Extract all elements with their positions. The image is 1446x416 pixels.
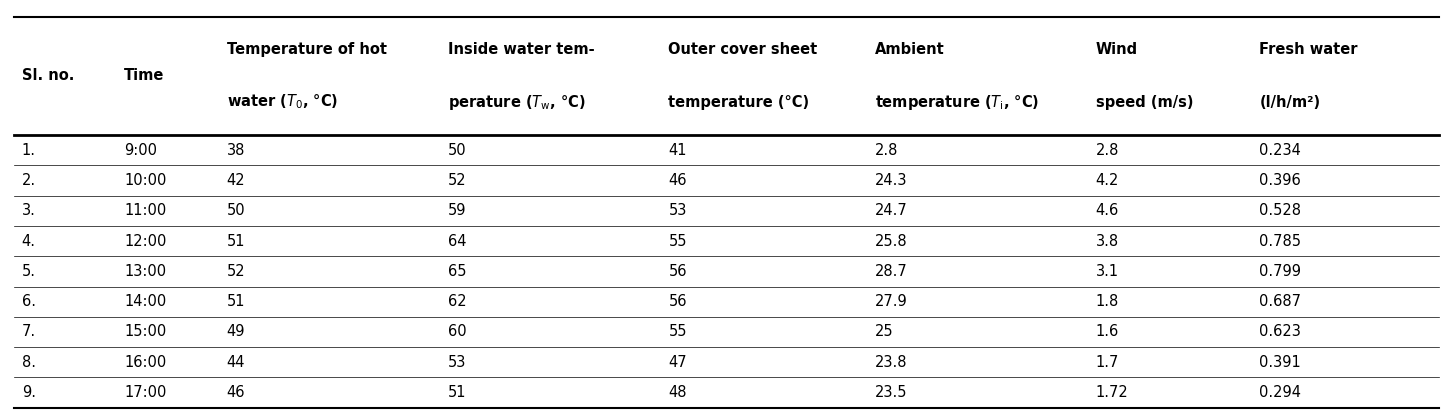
Text: 0.528: 0.528 bbox=[1259, 203, 1301, 218]
Text: 24.7: 24.7 bbox=[875, 203, 908, 218]
Text: water ($\mathit{T}_{0}$, °C): water ($\mathit{T}_{0}$, °C) bbox=[227, 93, 338, 111]
Text: temperature (°C): temperature (°C) bbox=[668, 94, 810, 109]
Text: Outer cover sheet: Outer cover sheet bbox=[668, 42, 817, 57]
Text: 1.7: 1.7 bbox=[1096, 355, 1119, 370]
Text: 41: 41 bbox=[668, 143, 687, 158]
Text: 12:00: 12:00 bbox=[124, 234, 166, 249]
Text: 10:00: 10:00 bbox=[124, 173, 166, 188]
Text: 55: 55 bbox=[668, 324, 687, 339]
Text: 16:00: 16:00 bbox=[124, 355, 166, 370]
Text: 44: 44 bbox=[227, 355, 246, 370]
Text: 4.: 4. bbox=[22, 234, 36, 249]
Text: 0.396: 0.396 bbox=[1259, 173, 1301, 188]
Text: speed (m/s): speed (m/s) bbox=[1096, 94, 1193, 109]
Text: 46: 46 bbox=[227, 385, 246, 400]
Text: 17:00: 17:00 bbox=[124, 385, 166, 400]
Text: 53: 53 bbox=[448, 355, 466, 370]
Text: Ambient: Ambient bbox=[875, 42, 944, 57]
Text: 1.6: 1.6 bbox=[1096, 324, 1119, 339]
Text: 0.234: 0.234 bbox=[1259, 143, 1301, 158]
Text: 3.: 3. bbox=[22, 203, 36, 218]
Text: 15:00: 15:00 bbox=[124, 324, 166, 339]
Text: Time: Time bbox=[124, 68, 165, 84]
Text: 0.785: 0.785 bbox=[1259, 234, 1301, 249]
Text: 25.8: 25.8 bbox=[875, 234, 908, 249]
Text: 56: 56 bbox=[668, 264, 687, 279]
Text: 60: 60 bbox=[448, 324, 466, 339]
Text: 0.391: 0.391 bbox=[1259, 355, 1301, 370]
Text: (l/h/m²): (l/h/m²) bbox=[1259, 94, 1320, 109]
Text: 11:00: 11:00 bbox=[124, 203, 166, 218]
Text: 23.5: 23.5 bbox=[875, 385, 907, 400]
Text: 50: 50 bbox=[448, 143, 466, 158]
Text: 55: 55 bbox=[668, 234, 687, 249]
Text: 62: 62 bbox=[448, 294, 466, 309]
Text: Temperature of hot: Temperature of hot bbox=[227, 42, 386, 57]
Text: temperature ($\mathit{T}_{\rm i}$, °C): temperature ($\mathit{T}_{\rm i}$, °C) bbox=[875, 92, 1040, 111]
Text: 9.: 9. bbox=[22, 385, 36, 400]
Text: 3.1: 3.1 bbox=[1096, 264, 1119, 279]
Text: 42: 42 bbox=[227, 173, 246, 188]
Text: 51: 51 bbox=[227, 234, 246, 249]
Text: 52: 52 bbox=[227, 264, 246, 279]
Text: Wind: Wind bbox=[1096, 42, 1138, 57]
Text: Sl. no.: Sl. no. bbox=[22, 68, 74, 84]
Text: 1.: 1. bbox=[22, 143, 36, 158]
Text: 23.8: 23.8 bbox=[875, 355, 907, 370]
Text: 65: 65 bbox=[448, 264, 466, 279]
Text: 27.9: 27.9 bbox=[875, 294, 908, 309]
Text: 51: 51 bbox=[227, 294, 246, 309]
Text: 59: 59 bbox=[448, 203, 466, 218]
Text: 46: 46 bbox=[668, 173, 687, 188]
Text: 47: 47 bbox=[668, 355, 687, 370]
Text: 2.: 2. bbox=[22, 173, 36, 188]
Text: 14:00: 14:00 bbox=[124, 294, 166, 309]
Text: 2.8: 2.8 bbox=[1096, 143, 1119, 158]
Text: 53: 53 bbox=[668, 203, 687, 218]
Text: 13:00: 13:00 bbox=[124, 264, 166, 279]
Text: 24.3: 24.3 bbox=[875, 173, 907, 188]
Text: 4.6: 4.6 bbox=[1096, 203, 1119, 218]
Text: Fresh water: Fresh water bbox=[1259, 42, 1358, 57]
Text: 38: 38 bbox=[227, 143, 246, 158]
Text: 48: 48 bbox=[668, 385, 687, 400]
Text: 7.: 7. bbox=[22, 324, 36, 339]
Text: 0.294: 0.294 bbox=[1259, 385, 1301, 400]
Text: 0.623: 0.623 bbox=[1259, 324, 1301, 339]
Text: 9:00: 9:00 bbox=[124, 143, 158, 158]
Text: 3.8: 3.8 bbox=[1096, 234, 1119, 249]
Text: 0.799: 0.799 bbox=[1259, 264, 1301, 279]
Text: 51: 51 bbox=[448, 385, 466, 400]
Text: 2.8: 2.8 bbox=[875, 143, 898, 158]
Text: 0.687: 0.687 bbox=[1259, 294, 1301, 309]
Text: 4.2: 4.2 bbox=[1096, 173, 1119, 188]
Text: 5.: 5. bbox=[22, 264, 36, 279]
Text: 25: 25 bbox=[875, 324, 894, 339]
Text: 28.7: 28.7 bbox=[875, 264, 908, 279]
Text: 49: 49 bbox=[227, 324, 246, 339]
Text: 8.: 8. bbox=[22, 355, 36, 370]
Text: 6.: 6. bbox=[22, 294, 36, 309]
Text: perature ($\mathit{T}_{\rm w}$, °C): perature ($\mathit{T}_{\rm w}$, °C) bbox=[448, 92, 586, 111]
Text: 64: 64 bbox=[448, 234, 466, 249]
Text: 56: 56 bbox=[668, 294, 687, 309]
Text: 1.72: 1.72 bbox=[1096, 385, 1128, 400]
Text: 52: 52 bbox=[448, 173, 466, 188]
Text: 1.8: 1.8 bbox=[1096, 294, 1119, 309]
Text: Inside water tem-: Inside water tem- bbox=[448, 42, 594, 57]
Text: 50: 50 bbox=[227, 203, 246, 218]
